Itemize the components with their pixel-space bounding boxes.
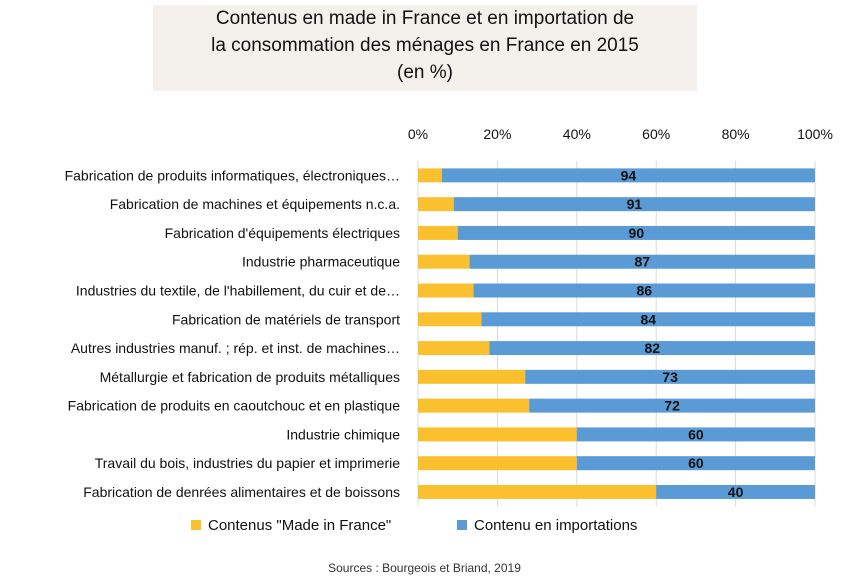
legend-item-made-in-france: Contenus "Made in France" [191, 517, 391, 534]
data-label: 60 [688, 426, 704, 442]
chart-title-line-3: (en %) [397, 62, 453, 83]
bar-made-in-france [418, 225, 458, 240]
data-label: 73 [662, 369, 678, 385]
chart-title: Contenus en made in France et en importa… [153, 5, 697, 91]
legend-swatch-made-in-france [191, 520, 201, 530]
data-label: 94 [621, 167, 637, 183]
category-label: Industrie chimique [286, 426, 400, 442]
bar-importations [656, 484, 815, 499]
category-label: Industries du textile, de l'habillement,… [76, 283, 400, 299]
legend-label-made-in-france: Contenus "Made in France" [208, 517, 392, 534]
category-label: Fabrication de matériels de transport [172, 311, 400, 327]
category-label: Autres industries manuf. ; rép. et inst.… [71, 340, 400, 356]
bar-importations [525, 369, 815, 384]
bar-importations [576, 427, 815, 442]
data-label: 60 [688, 455, 704, 471]
bar-made-in-france [418, 341, 490, 356]
bar-importations [457, 225, 815, 240]
legend-swatch-importations [457, 520, 467, 530]
source-note: Sources : Bourgeois et Briand, 2019 [328, 561, 521, 575]
bar-importations [481, 312, 815, 327]
bar-importations [441, 168, 815, 183]
bar-importations [529, 398, 815, 413]
bar-importations [453, 197, 815, 212]
category-label: Fabrication de produits en caoutchouc et… [68, 398, 401, 414]
bar-made-in-france [418, 168, 442, 183]
legend-item-importations: Contenu en importations [457, 517, 637, 534]
stacked-bar-chart: 0% 20% 40% 60% 80% 100% 94 Fabrication de produ… [65, 126, 833, 507]
bar-made-in-france [418, 484, 657, 499]
x-tick-label: 0% [408, 126, 428, 142]
bar-made-in-france [418, 254, 470, 269]
category-label: Métallurgie et fabrication de produits m… [100, 369, 400, 385]
bar-made-in-france [418, 456, 577, 471]
chart-title-line-2: la consommation des ménages en France en… [211, 35, 639, 56]
category-label: Fabrication de denrées alimentaires et d… [83, 484, 400, 500]
chart-title-line-1: Contenus en made in France et en importa… [215, 8, 635, 29]
bar-importations [576, 456, 815, 471]
category-label: Travail du bois, industries du papier et… [95, 455, 400, 471]
data-label: 91 [627, 196, 643, 212]
data-label: 40 [728, 484, 744, 500]
bar-made-in-france [418, 369, 526, 384]
data-label: 86 [637, 283, 653, 299]
category-label: Fabrication d'équipements électriques [165, 225, 400, 241]
bar-made-in-france [418, 398, 530, 413]
bar-importations [473, 283, 815, 298]
legend-label-importations: Contenu en importations [474, 517, 638, 534]
x-tick-label: 60% [642, 126, 670, 142]
x-tick-label: 100% [797, 126, 833, 142]
bar-made-in-france [418, 283, 474, 298]
data-label: 72 [664, 398, 680, 414]
bar-importations [469, 254, 815, 269]
bar-made-in-france [418, 427, 577, 442]
data-label: 82 [644, 340, 660, 356]
bar-made-in-france [418, 312, 482, 327]
x-tick-label: 80% [722, 126, 750, 142]
category-label: Fabrication de machines et équipements n… [110, 196, 400, 212]
data-label: 90 [629, 225, 645, 241]
data-label: 87 [635, 254, 651, 270]
x-tick-label: 40% [563, 126, 591, 142]
category-label: Industrie pharmaceutique [242, 254, 400, 270]
x-tick-label: 20% [483, 126, 511, 142]
category-label: Fabrication de produits informatiques, é… [65, 167, 400, 183]
data-label: 84 [640, 311, 656, 327]
bar-made-in-france [418, 197, 454, 212]
bar-importations [489, 341, 815, 356]
